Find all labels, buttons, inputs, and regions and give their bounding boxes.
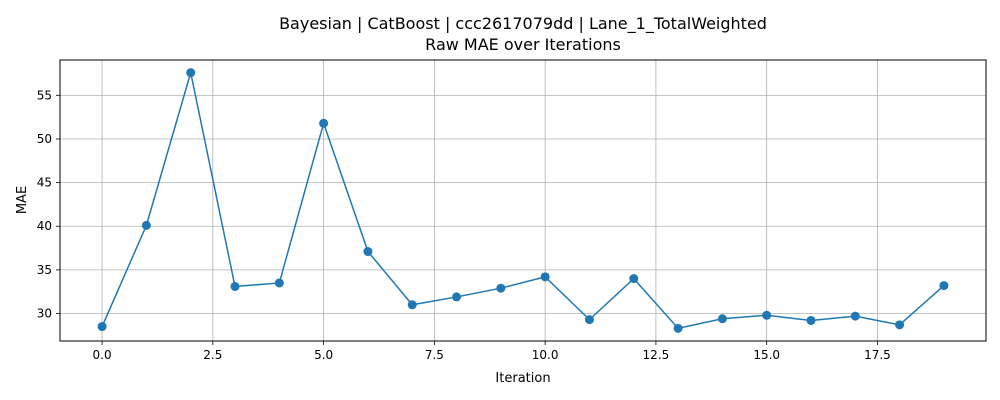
data-point — [806, 315, 816, 325]
y-tick-label: 55 — [37, 88, 52, 102]
data-point — [496, 283, 506, 293]
x-tick-label: 15.0 — [753, 348, 780, 362]
y-tick-label: 50 — [37, 132, 52, 146]
chart-subtitle: Raw MAE over Iterations — [425, 35, 621, 54]
x-tick-label: 5.0 — [314, 348, 333, 362]
y-tick-label: 35 — [37, 263, 52, 277]
plot-frame — [59, 59, 987, 342]
data-point — [319, 118, 329, 128]
data-point — [407, 300, 417, 310]
chart-title: Bayesian | CatBoost | ccc2617079dd | Lan… — [279, 14, 767, 34]
axis-ticks: 0.0 2.5 5.0 7.5 10.0 12.5 15.0 17.5 30 35 40 45 50 55 — [37, 88, 891, 362]
grid-lines — [60, 60, 986, 341]
data-point — [540, 272, 550, 282]
x-tick-label: 2.5 — [203, 348, 222, 362]
data-point — [97, 322, 107, 332]
data-point — [584, 315, 594, 325]
data-point — [895, 320, 905, 330]
series-group — [97, 68, 949, 333]
data-point — [939, 281, 949, 291]
data-point — [274, 278, 284, 288]
data-point — [673, 323, 683, 333]
data-point — [629, 274, 639, 284]
x-axis-label: Iteration — [495, 371, 550, 386]
data-point — [850, 311, 860, 321]
data-point — [363, 247, 373, 257]
x-tick-label: 10.0 — [532, 348, 559, 362]
y-tick-label: 40 — [37, 219, 52, 233]
x-tick-label: 17.5 — [864, 348, 891, 362]
y-axis-label: MAE — [15, 186, 30, 214]
data-point — [452, 292, 462, 302]
y-tick-label: 30 — [37, 307, 52, 321]
x-tick-label: 7.5 — [425, 348, 444, 362]
series-line — [101, 72, 945, 330]
data-point — [762, 310, 772, 320]
x-tick-label: 12.5 — [643, 348, 670, 362]
data-point — [717, 314, 727, 324]
y-tick-label: 45 — [37, 176, 52, 190]
data-point — [230, 281, 240, 291]
data-point — [186, 68, 196, 78]
x-tick-label: 0.0 — [93, 348, 112, 362]
data-point — [141, 220, 151, 230]
